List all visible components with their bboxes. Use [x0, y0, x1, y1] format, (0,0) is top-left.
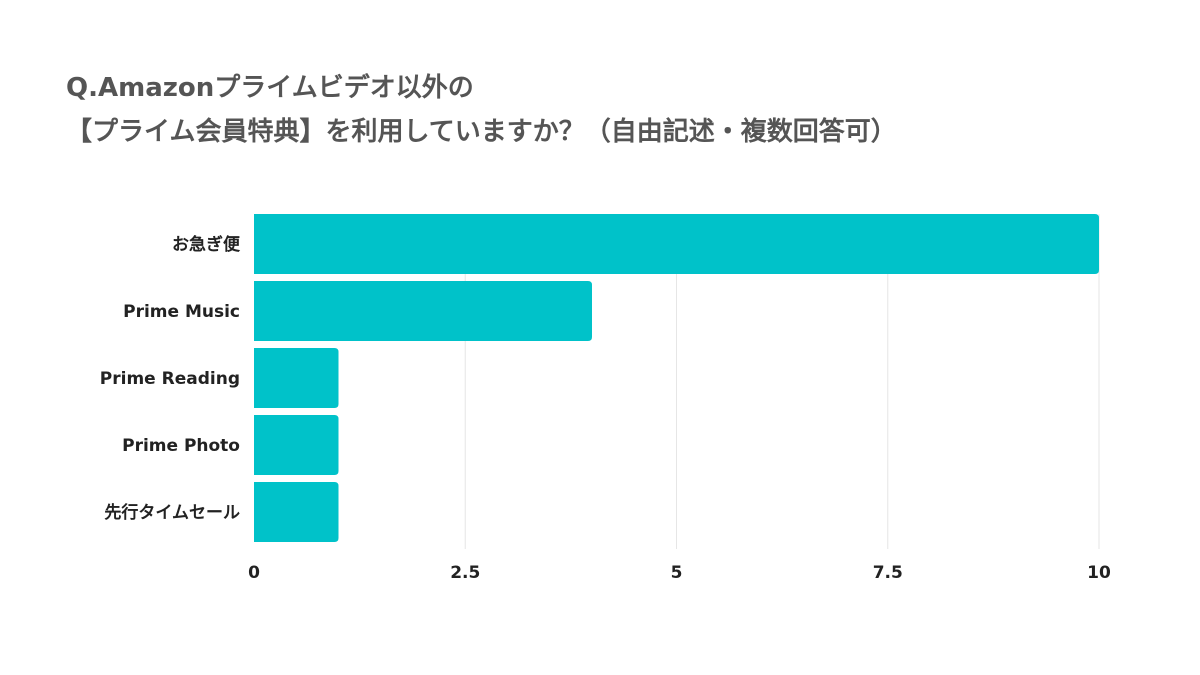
x-tick-label: 10	[1087, 563, 1111, 583]
x-tick-label: 0	[248, 563, 260, 583]
bar	[254, 281, 592, 341]
x-tick-label: 7.5	[873, 563, 903, 583]
bar	[254, 348, 339, 408]
bar	[254, 415, 339, 475]
bar	[254, 482, 339, 542]
category-labels: お急ぎ便 Prime Music Prime Reading Prime Photo 先…	[100, 234, 241, 523]
category-label: Prime Music	[123, 302, 240, 322]
chart-title: Q.Amazonプライムビデオ以外の 【プライム会員特典】を利用していますか？（…	[66, 66, 897, 154]
bars	[254, 214, 1099, 542]
category-label: Prime Photo	[122, 436, 240, 456]
category-label: 先行タイムセール	[104, 502, 240, 523]
chart-title-line-2: 【プライム会員特典】を利用していますか？（自由記述・複数回答可）	[66, 117, 897, 147]
x-axis-ticks: 0 2.5 5 7.5 10	[248, 563, 1111, 583]
chart-title-line-1: Q.Amazonプライムビデオ以外の	[66, 73, 474, 103]
category-label: Prime Reading	[100, 369, 240, 389]
category-label: お急ぎ便	[172, 234, 241, 255]
bar	[254, 214, 1099, 274]
x-tick-label: 5	[671, 563, 683, 583]
x-tick-label: 2.5	[450, 563, 480, 583]
